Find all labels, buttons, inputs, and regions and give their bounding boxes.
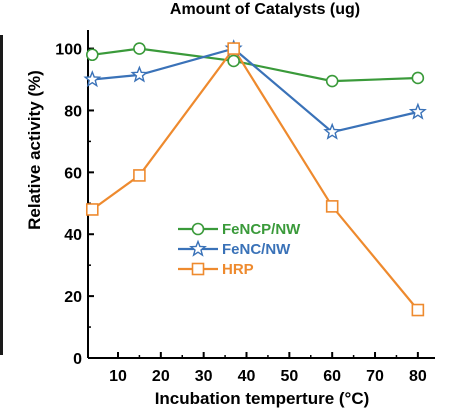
y-tick-label: 60 xyxy=(64,165,82,182)
y-tick-label: 80 xyxy=(64,103,82,120)
data-point-0 xyxy=(133,42,146,55)
data-point-1 xyxy=(83,70,102,88)
data-point-0 xyxy=(325,74,339,88)
data-point-2 xyxy=(411,303,425,317)
x-tick-label: 50 xyxy=(280,368,298,385)
x-tick-label: 80 xyxy=(409,368,427,385)
legend-label: FeNCP/NW xyxy=(222,221,301,238)
y-tick-label: 40 xyxy=(64,227,82,244)
x-tick-label: 10 xyxy=(109,368,127,385)
x-axis-label: Incubation temperture (°C) xyxy=(155,389,370,408)
legend-label: HRP xyxy=(222,261,254,278)
data-point-1 xyxy=(323,122,342,140)
series-line-1 xyxy=(92,47,419,134)
plot-area: 0 20 40 60 80 100 10 20 30 40 50 60 70 80 FeNCP/NW FeNC… xyxy=(55,30,435,385)
data-point-2 xyxy=(85,203,99,216)
data-point-0 xyxy=(411,71,425,85)
left-edge-bar xyxy=(0,35,3,355)
legend-marker xyxy=(191,262,205,276)
x-tick-label: 70 xyxy=(366,368,384,385)
legend-label: FeNC/NW xyxy=(222,241,291,258)
data-point-1 xyxy=(130,65,149,83)
y-tick-label: 100 xyxy=(55,42,82,59)
legend-marker xyxy=(189,239,207,257)
data-point-1 xyxy=(408,102,427,120)
x-tick-label: 30 xyxy=(195,368,213,385)
y-axis-label: Relative activity (%) xyxy=(25,70,44,230)
data-point-0 xyxy=(227,54,240,68)
x-tick-label: 20 xyxy=(152,368,170,385)
data-point-2 xyxy=(325,200,339,213)
data-point-2 xyxy=(227,42,240,55)
data-point-0 xyxy=(85,48,99,62)
x-tick-label: 40 xyxy=(238,368,256,385)
y-tick-label: 0 xyxy=(73,351,82,368)
x-tick-label: 60 xyxy=(323,368,341,385)
chart-title: Amount of Catalysts (ug) xyxy=(170,1,360,18)
data-point-2 xyxy=(133,169,146,182)
legend-marker xyxy=(191,222,205,236)
y-tick-label: 20 xyxy=(64,289,82,306)
